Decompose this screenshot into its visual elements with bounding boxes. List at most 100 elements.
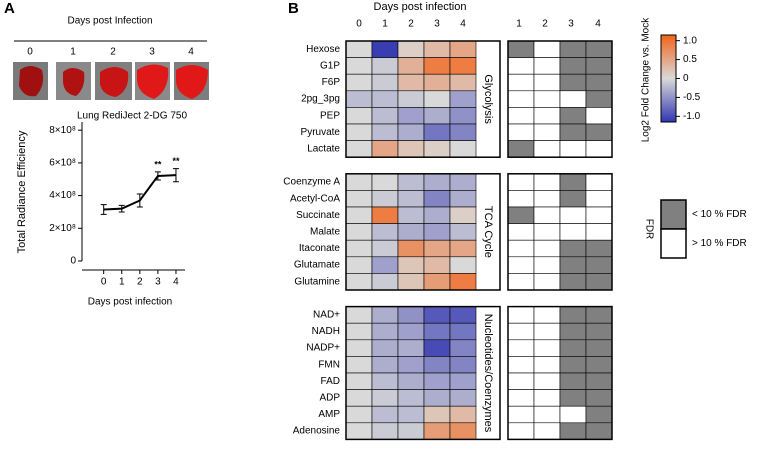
heatmap-cell <box>345 140 373 158</box>
group-label: Glycolysis <box>482 74 494 124</box>
heatmap-cell <box>423 173 451 191</box>
fdr-cell <box>559 306 587 324</box>
row-label: G1P <box>320 61 340 72</box>
heatmap-cell <box>371 372 399 390</box>
heatmap-cell <box>345 40 373 58</box>
fdr-cell <box>559 256 587 274</box>
image-label: 3 <box>149 47 155 58</box>
heatmap-cell <box>449 372 477 390</box>
row-label: Acetyl-CoA <box>290 193 340 204</box>
heatmap-cell <box>449 107 477 125</box>
heatmap-cell <box>397 107 425 125</box>
fdr-cell <box>585 140 613 158</box>
fdr-cell <box>585 190 613 208</box>
heatmap-cell <box>423 239 451 258</box>
column-label: 4 <box>460 19 466 30</box>
colorbar-tick-label: 1.0 <box>683 35 697 46</box>
heatmap-cell <box>397 73 425 92</box>
fdr-cell <box>507 273 535 291</box>
fdr-cell <box>559 356 587 374</box>
images-header: Days post Infection <box>67 16 152 27</box>
group-frame <box>345 40 501 158</box>
heatmap-cell <box>397 123 425 141</box>
fdr-cell <box>585 90 613 108</box>
fdr-cell <box>559 206 587 224</box>
x-tick-label: 3 <box>155 277 161 288</box>
row-label: 2pg_3pg <box>301 94 340 105</box>
row-label: Hexose <box>306 44 340 55</box>
fdr-cell <box>507 389 535 407</box>
row-label: Glutamate <box>294 260 341 271</box>
fdr-cell <box>585 173 613 191</box>
heatmap-cell <box>371 339 399 357</box>
heatmap-cell <box>423 190 451 208</box>
heatmap-cell <box>371 356 399 374</box>
fdr-cell <box>585 40 613 58</box>
fdr-cell <box>585 73 613 92</box>
lung-shape <box>176 65 208 99</box>
lung-shape <box>63 68 85 96</box>
group-frame <box>345 173 501 291</box>
fdr-cell <box>507 223 535 241</box>
heatmap-cell <box>449 206 477 224</box>
fdr-cell <box>507 422 535 440</box>
error-bar <box>118 204 125 213</box>
fdr-cell <box>533 73 561 92</box>
heatmap-cell <box>397 389 425 407</box>
heatmap-cell <box>345 223 373 241</box>
row-label: FAD <box>321 376 340 387</box>
x-tick-label: 0 <box>101 277 107 288</box>
heatmap-cell <box>449 273 477 291</box>
fdr-cell <box>585 322 613 341</box>
panel-label: A <box>4 0 15 17</box>
column-label: 1 <box>382 19 388 30</box>
heatmap-cell <box>345 190 373 208</box>
fdr-cell <box>507 372 535 390</box>
fdr-cell <box>507 190 535 208</box>
fdr-cell <box>507 123 535 141</box>
lung-images <box>13 62 209 100</box>
y-axis-label: Total Radiance Efficiency <box>16 130 28 253</box>
heatmap-cell <box>449 239 477 258</box>
heatmap-cell <box>397 206 425 224</box>
heatmap-cell <box>449 223 477 241</box>
lung-shape <box>19 66 44 97</box>
group-frame <box>507 305 613 441</box>
column-label: 2 <box>542 19 548 30</box>
fdr-cell <box>585 356 613 374</box>
heatmap-cell <box>397 239 425 258</box>
fdr-cell <box>585 239 613 258</box>
heatmap-cell <box>449 123 477 141</box>
fdr-cell <box>507 140 535 158</box>
error-bar <box>172 168 179 183</box>
y-tick-label: 2×10⁸ <box>49 223 76 234</box>
heatmap-cell <box>345 422 373 440</box>
fdr-cell <box>585 273 613 291</box>
fdr-cell <box>533 422 561 440</box>
fdr-cell <box>559 223 587 241</box>
y-tick-label: 6×10⁸ <box>49 158 76 169</box>
column-label: 3 <box>568 19 574 30</box>
panel-label: B <box>288 0 299 17</box>
lung-shape <box>100 67 129 97</box>
heatmap-cell <box>449 405 477 424</box>
heatmap-cell <box>397 306 425 324</box>
fdr-cell <box>585 306 613 324</box>
heatmap-cell <box>371 123 399 141</box>
heatmap-cell <box>397 223 425 241</box>
fdr-cell <box>507 173 535 191</box>
fdr-cell <box>507 239 535 258</box>
heatmap-cell <box>371 107 399 125</box>
heatmap-cell <box>371 389 399 407</box>
heatmap-cell <box>345 339 373 357</box>
heatmap-cell <box>345 239 373 258</box>
fdr-cell <box>533 273 561 291</box>
row-label: ADP <box>319 393 340 404</box>
fdr-cell <box>533 123 561 141</box>
fdr-cell <box>507 306 535 324</box>
fdr-cell <box>585 107 613 125</box>
heatmap-cell <box>423 57 451 75</box>
heatmap-cell <box>371 256 399 274</box>
heatmap-cell <box>371 273 399 291</box>
